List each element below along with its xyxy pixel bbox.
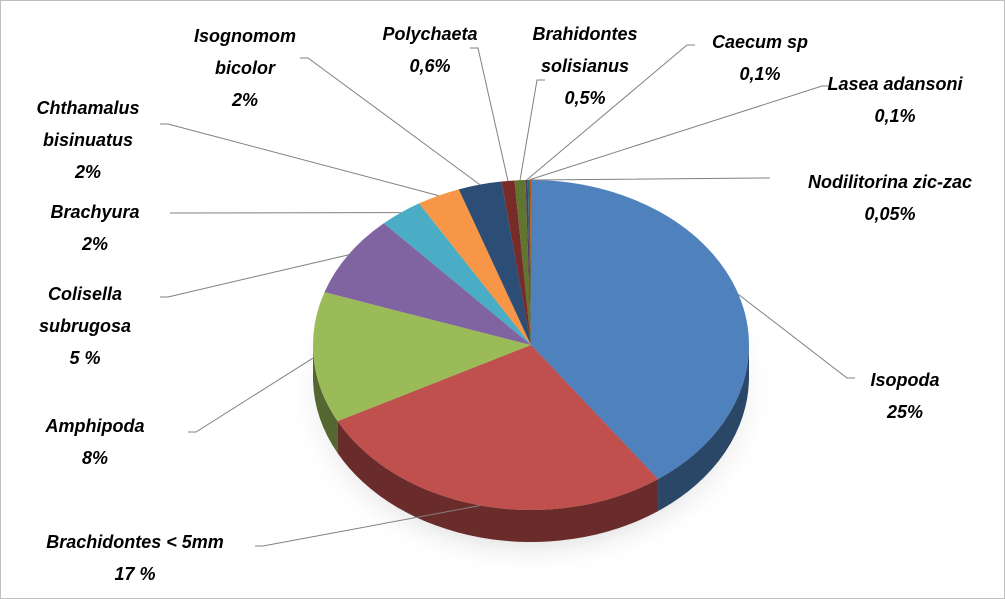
leader-line	[300, 57, 481, 186]
slice	[531, 180, 750, 480]
slice-name: Colisella subrugosa	[38, 284, 131, 336]
value-label: 8%	[81, 448, 108, 468]
value-label: 0,1%	[874, 106, 916, 126]
value-label: 0,05%	[864, 204, 916, 224]
slice-name: Lasea adansoni	[827, 74, 963, 94]
data-label: Brachyura 2%	[35, 196, 155, 260]
data-label: Brachidontes < 5mm 17 %	[5, 526, 265, 590]
slice-name: Isopoda	[870, 370, 940, 390]
value-label: 0,1%	[739, 64, 781, 84]
slice	[529, 180, 531, 345]
data-label: Lasea adansoni 0,1%	[805, 68, 985, 132]
slice-name: Brahidontes solisianus	[532, 24, 638, 76]
slice	[313, 292, 531, 422]
data-label: Chthamalus bisinuatus 2%	[23, 92, 153, 188]
leader-line	[738, 294, 855, 379]
slice	[501, 180, 531, 345]
data-label: Polychaeta 0,6%	[360, 18, 500, 82]
leader-line	[160, 123, 439, 197]
data-label: Isognomom bicolor 2%	[185, 20, 305, 116]
value-label: 2%	[81, 234, 108, 254]
slice-side	[337, 421, 659, 543]
slice	[514, 180, 531, 345]
value-label: 17 %	[114, 564, 156, 584]
data-label: Brahidontes solisianus 0,5%	[515, 18, 655, 114]
slice-name: Polychaeta	[382, 24, 478, 44]
value-label: 2%	[74, 162, 101, 182]
slice-name: Caecum sp	[711, 32, 809, 52]
leader-line	[526, 44, 695, 181]
leader-line	[160, 254, 349, 298]
slice	[458, 181, 531, 345]
slice-side	[313, 345, 338, 454]
leader-line	[470, 47, 509, 182]
leader-line	[519, 79, 545, 181]
value-label: 2%	[231, 90, 258, 110]
leader-line	[255, 505, 481, 547]
slice	[324, 223, 531, 345]
value-label: 5 %	[69, 348, 101, 368]
data-label: Caecum sp 0,1%	[690, 26, 830, 90]
slice-name: Nodilitorina zic-zac	[807, 172, 973, 192]
slice-name: Amphipoda	[45, 416, 145, 436]
slice-name: Chthamalus bisinuatus	[36, 98, 140, 150]
slice	[525, 180, 531, 345]
slice	[337, 345, 659, 510]
data-label: Amphipoda 8%	[25, 410, 165, 474]
slice	[419, 189, 531, 345]
leader-line	[528, 85, 830, 181]
slice-name: Isognomom bicolor	[194, 26, 296, 78]
data-label: Colisella subrugosa 5 %	[30, 278, 140, 374]
leader-line	[530, 177, 770, 181]
value-label: 0,5%	[564, 88, 606, 108]
data-label: Isopoda 25%	[845, 364, 965, 428]
data-label: Nodilitorina zic-zac 0,05%	[760, 166, 1005, 230]
leader-line	[188, 357, 314, 433]
slice	[383, 203, 531, 345]
value-label: 0,6%	[409, 56, 451, 76]
slice-side	[658, 345, 749, 512]
value-label: 25%	[886, 402, 924, 422]
slice-name: Brachyura	[50, 202, 140, 222]
slice-name: Brachidontes < 5mm	[46, 532, 224, 552]
